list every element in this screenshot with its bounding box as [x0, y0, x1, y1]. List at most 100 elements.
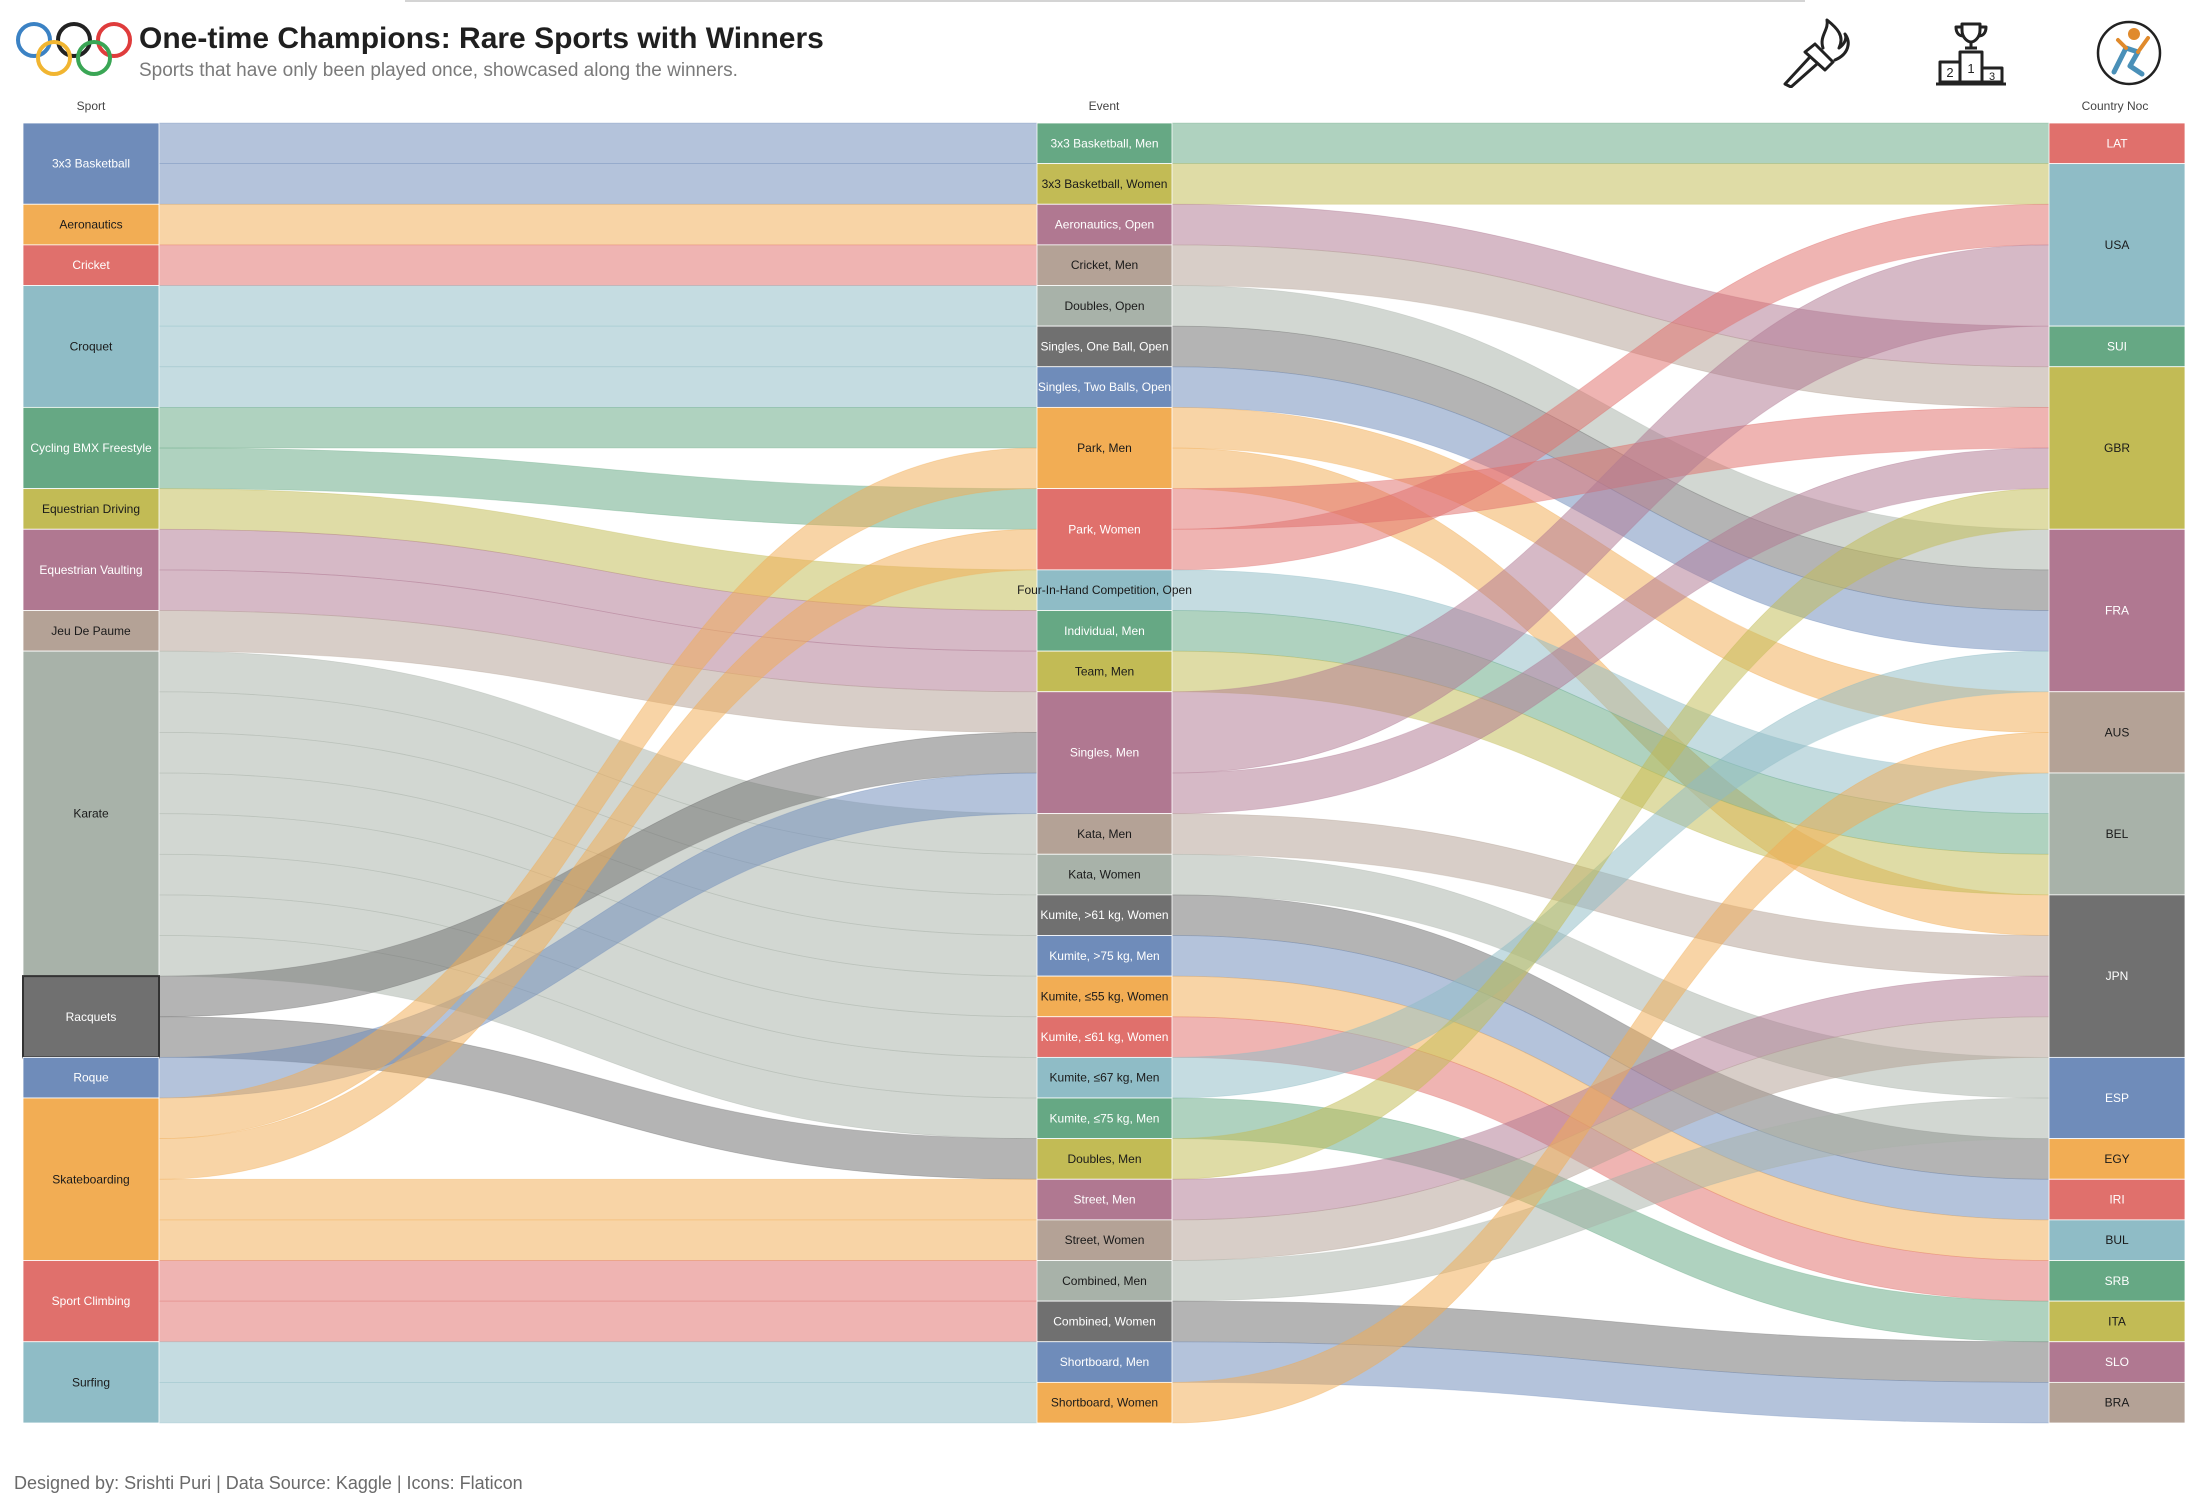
- event-node-singles-one-ball-open[interactable]: [1036, 325, 1173, 368]
- link-croquet-to-singles-one-ball-open: [158, 325, 1038, 368]
- column-title-country: Country Noc: [2082, 99, 2149, 113]
- event-node-street-men[interactable]: [1036, 1178, 1173, 1221]
- event-label: Street, Men: [1073, 1193, 1135, 1207]
- sport-label: Equestrian Vaulting: [39, 563, 142, 577]
- event-label: Cricket, Men: [1071, 258, 1138, 272]
- event-node-shortboard-women[interactable]: [1036, 1381, 1173, 1424]
- sport-node-equestrian-driving[interactable]: [22, 488, 160, 530]
- country-node-esp[interactable]: [2048, 1056, 2186, 1140]
- event-label: Kumite, >61 kg, Women: [1040, 908, 1168, 922]
- country-node-bra[interactable]: [2048, 1381, 2186, 1424]
- link-surfing-to-shortboard-men: [158, 1341, 1038, 1383]
- podium-icon: 1 2 3: [1936, 22, 2006, 86]
- country-label: EGY: [2104, 1152, 2129, 1166]
- event-node-doubles-open[interactable]: [1036, 285, 1173, 327]
- event-label: Shortboard, Men: [1060, 1355, 1149, 1369]
- country-node-gbr[interactable]: [2048, 366, 2186, 530]
- country-node-fra[interactable]: [2048, 528, 2186, 693]
- country-label: BUL: [2105, 1233, 2129, 1247]
- links: [158, 122, 2050, 1424]
- event-node-combined-men[interactable]: [1036, 1260, 1173, 1302]
- sport-label: Equestrian Driving: [42, 502, 140, 516]
- country-node-jpn[interactable]: [2048, 894, 2186, 1058]
- event-node-kumite-55-kg-women[interactable]: [1036, 975, 1173, 1018]
- event-node-kumite-75-kg-men[interactable]: [1036, 935, 1173, 977]
- event-node-park-women[interactable]: [1036, 488, 1173, 571]
- event-node-team-men[interactable]: [1036, 650, 1173, 693]
- event-node-singles-men[interactable]: [1036, 691, 1173, 815]
- nodes: 3x3 Basketball Aeronautics Cricket Croquet C…: [22, 122, 2186, 1424]
- link-cycling-bmx-freestyle-to-park-men: [158, 406, 1038, 449]
- event-node-doubles-men[interactable]: [1036, 1138, 1173, 1180]
- event-label: 3x3 Basketball, Men: [1050, 136, 1158, 150]
- event-node-3x3-basketball-women[interactable]: [1036, 163, 1173, 205]
- country-label: ESP: [2105, 1091, 2129, 1105]
- event-node-four-in-hand-competition-open[interactable]: [1036, 569, 1173, 611]
- chart-subtitle: Sports that have only been played once, …: [139, 60, 738, 81]
- link-skateboarding-to-street-women: [158, 1219, 1038, 1261]
- event-label: Doubles, Open: [1064, 299, 1144, 313]
- event-node-kata-women[interactable]: [1036, 853, 1173, 896]
- country-label: AUS: [2105, 725, 2130, 739]
- link-croquet-to-doubles-open: [158, 285, 1038, 327]
- country-node-ita[interactable]: [2048, 1300, 2186, 1343]
- sport-node-surfing[interactable]: [22, 1341, 160, 1424]
- sport-label: Jeu De Paume: [51, 624, 131, 638]
- country-node-egy[interactable]: [2048, 1138, 2186, 1180]
- event-node-cricket-men[interactable]: [1036, 244, 1173, 286]
- event-label: Singles, Two Balls, Open: [1038, 380, 1171, 394]
- sport-node-cricket[interactable]: [22, 244, 160, 286]
- sport-node-aeronautics[interactable]: [22, 203, 160, 246]
- svg-text:1: 1: [1967, 61, 1974, 76]
- country-node-lat[interactable]: [2048, 122, 2186, 165]
- event-label: Individual, Men: [1064, 624, 1145, 638]
- sport-node-sport-climbing[interactable]: [22, 1260, 160, 1343]
- olympic-rings-icon: [16, 22, 132, 76]
- event-node-singles-two-balls-open[interactable]: [1036, 366, 1173, 408]
- country-node-bel[interactable]: [2048, 772, 2186, 896]
- event-label: Shortboard, Women: [1051, 1396, 1158, 1410]
- sport-node-cycling-bmx-freestyle[interactable]: [22, 406, 160, 490]
- event-node-aeronautics-open[interactable]: [1036, 203, 1173, 246]
- event-label: 3x3 Basketball, Women: [1042, 177, 1168, 191]
- event-label: Aeronautics, Open: [1055, 218, 1154, 232]
- link-sport-climbing-to-combined-men: [158, 1260, 1038, 1302]
- sport-node-roque[interactable]: [22, 1056, 160, 1099]
- event-node-combined-women[interactable]: [1036, 1300, 1173, 1343]
- country-node-iri[interactable]: [2048, 1178, 2186, 1221]
- athlete-icon: [2096, 20, 2162, 86]
- country-label: USA: [2105, 238, 2130, 252]
- link-skateboarding-to-street-men: [158, 1178, 1038, 1221]
- event-node-kumite-67-kg-men[interactable]: [1036, 1056, 1173, 1099]
- event-node-3x3-basketball-men[interactable]: [1036, 122, 1173, 165]
- country-node-usa[interactable]: [2048, 163, 2186, 327]
- sport-node-karate[interactable]: [22, 650, 160, 977]
- credits: Designed by: Srishti Puri | Data Source:…: [14, 1473, 523, 1493]
- event-node-park-men[interactable]: [1036, 406, 1173, 490]
- event-label: Kumite, ≤75 kg, Men: [1050, 1111, 1160, 1125]
- country-node-slo[interactable]: [2048, 1341, 2186, 1383]
- link-surfing-to-shortboard-women: [158, 1381, 1038, 1424]
- event-label: Park, Men: [1077, 441, 1132, 455]
- sport-node-3x3-basketball[interactable]: [22, 122, 160, 205]
- sport-label: Surfing: [72, 1375, 110, 1389]
- sport-node-croquet[interactable]: [22, 285, 160, 408]
- sport-node-skateboarding[interactable]: [22, 1097, 160, 1261]
- svg-text:3: 3: [1989, 71, 1995, 83]
- link-3x3-basketball-men-to-lat: [1171, 122, 2050, 165]
- header: One-time Champions: Rare Sports with Win…: [14, 18, 2184, 88]
- sport-label: Skateboarding: [52, 1172, 129, 1186]
- country-node-sui[interactable]: [2048, 325, 2186, 368]
- country-node-srb[interactable]: [2048, 1260, 2186, 1302]
- sport-label: Cricket: [72, 258, 110, 272]
- event-label: Kata, Men: [1077, 827, 1132, 841]
- country-label: JPN: [2106, 969, 2129, 983]
- link-sport-climbing-to-combined-women: [158, 1300, 1038, 1343]
- event-node-kata-men[interactable]: [1036, 813, 1173, 855]
- event-node-street-women[interactable]: [1036, 1219, 1173, 1261]
- event-label: Singles, One Ball, Open: [1040, 339, 1168, 353]
- country-node-aus[interactable]: [2048, 691, 2186, 774]
- column-title-sport: Sport: [77, 99, 106, 113]
- event-label: Singles, Men: [1070, 746, 1139, 760]
- sport-node-equestrian-vaulting[interactable]: [22, 528, 160, 611]
